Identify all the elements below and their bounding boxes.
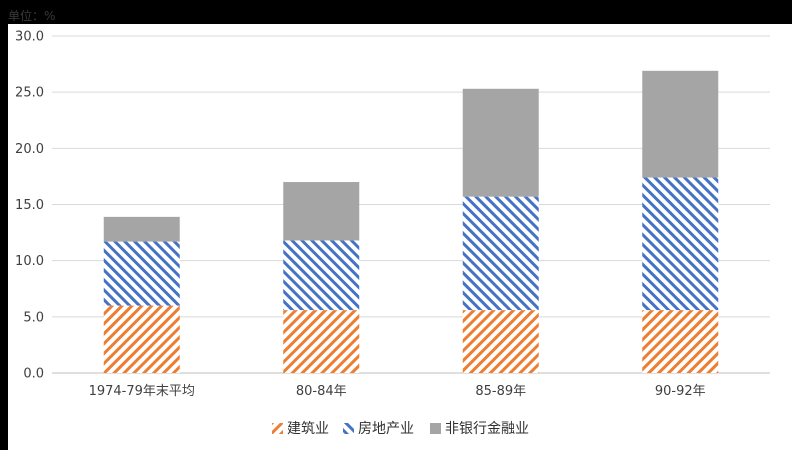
x-tick-label: 80-84年 (296, 384, 347, 399)
legend-label: 房地产业 (358, 421, 414, 437)
bar-segment (462, 196, 539, 311)
bar-segment (283, 310, 360, 373)
bar-segment (103, 216, 180, 242)
legend-label: 非银行金融业 (445, 421, 529, 437)
bar-segment (103, 241, 180, 306)
y-tick-label: 15.0 (15, 198, 44, 213)
x-tick-label: 1974-79年末平均 (89, 384, 195, 399)
bar-segment (283, 182, 360, 241)
bar-segment (103, 305, 180, 373)
y-tick-label: 30.0 (15, 30, 44, 45)
y-tick-label: 25.0 (15, 86, 44, 101)
bar-segment (642, 177, 719, 311)
y-tick-label: 5.0 (23, 310, 44, 325)
x-tick-label: 90-92年 (655, 384, 706, 399)
legend-swatch (343, 423, 354, 434)
bar-segment (462, 310, 539, 373)
y-tick-label: 20.0 (15, 142, 44, 157)
x-tick-label: 85-89年 (475, 384, 526, 399)
y-tick-label: 10.0 (15, 254, 44, 269)
legend-swatch (272, 423, 283, 434)
bar-segment (642, 310, 719, 373)
unit-label: 单位：% (8, 9, 56, 23)
legend-swatch (430, 423, 441, 434)
legend-label: 建筑业 (287, 421, 329, 437)
bar-segment (642, 70, 719, 178)
y-tick-label: 0.0 (23, 367, 44, 382)
bar-segment (462, 88, 539, 197)
bar-segment (283, 240, 360, 311)
